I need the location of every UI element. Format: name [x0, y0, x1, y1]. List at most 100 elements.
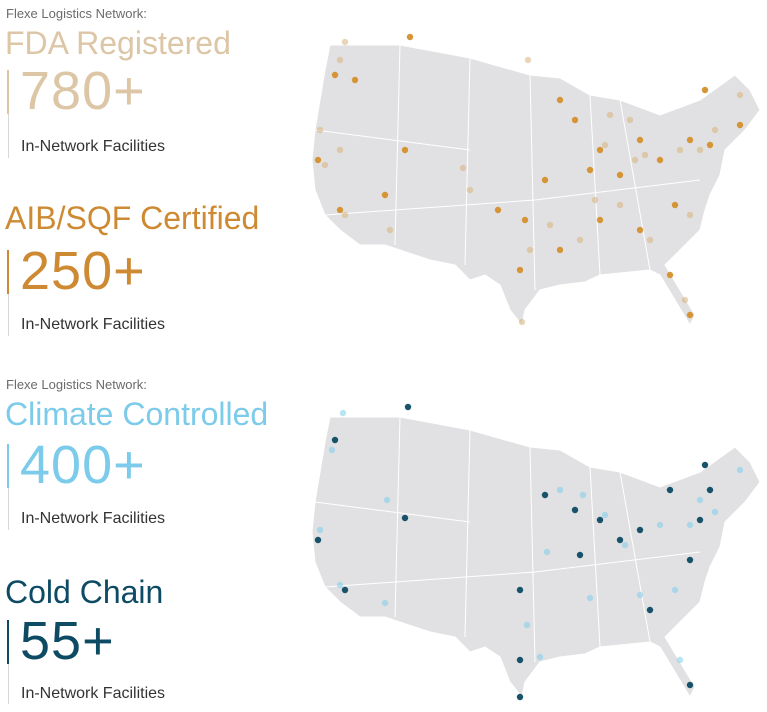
facility-dot	[526, 246, 534, 254]
facility-dot	[556, 246, 564, 254]
facility-dot	[556, 486, 564, 494]
facility-dot	[596, 146, 604, 154]
facility-dot	[331, 71, 339, 79]
facility-dot	[701, 461, 709, 469]
state-border	[589, 94, 601, 276]
facility-dot	[596, 516, 604, 524]
facility-dot	[406, 33, 414, 41]
facility-dot	[314, 156, 322, 164]
country-shape	[311, 416, 761, 699]
facility-dot	[341, 38, 349, 46]
facility-dot	[736, 91, 744, 99]
facility-dot	[681, 296, 689, 304]
us-map	[311, 403, 761, 701]
metric-title: Climate Controlled	[5, 396, 269, 432]
accent-bar	[7, 250, 9, 294]
rule	[8, 664, 9, 704]
facility-dot	[494, 206, 502, 214]
facility-dot	[576, 551, 584, 559]
facility-dot	[541, 491, 549, 499]
facility-dot	[736, 466, 744, 474]
facility-dot	[579, 491, 587, 499]
state-border	[464, 429, 471, 638]
network-label: Flexe Logistics Network:	[6, 377, 147, 392]
facility-dot	[314, 536, 322, 544]
facility-dot	[401, 146, 409, 154]
state-border	[394, 416, 401, 618]
accent-bar	[7, 620, 9, 664]
facility-dot	[656, 521, 664, 529]
facility-dot	[556, 96, 564, 104]
facility-dot	[336, 146, 344, 154]
facility-dot	[616, 171, 624, 179]
state-border	[324, 199, 536, 216]
facility-dot	[386, 226, 394, 234]
metric-caption: In-Network Facilities	[21, 685, 166, 702]
facility-dot	[701, 86, 709, 94]
facility-dot	[696, 496, 704, 504]
facility-dot	[686, 136, 694, 144]
facility-dot	[316, 526, 324, 534]
accent-bar	[7, 444, 9, 488]
facility-dot	[671, 201, 679, 209]
facility-dot	[381, 191, 389, 199]
state-border	[534, 179, 701, 201]
facility-dot	[696, 516, 704, 524]
network-label: Flexe Logistics Network:	[6, 6, 147, 21]
state-border	[589, 466, 601, 648]
metric-title: AIB/SQF Certified	[5, 200, 260, 236]
metric-count: 250+	[20, 241, 146, 301]
facility-dot	[541, 176, 549, 184]
facility-dot	[671, 586, 679, 594]
facility-dot	[401, 514, 409, 522]
accent-bar	[7, 70, 9, 114]
facility-dot	[666, 486, 674, 494]
facility-dot	[586, 594, 594, 602]
facility-dot	[696, 146, 704, 154]
facility-dot	[686, 681, 694, 689]
rule	[8, 488, 9, 530]
state-border	[314, 129, 471, 151]
facility-dot	[676, 146, 684, 154]
facility-dot	[686, 311, 694, 319]
facility-dot	[686, 521, 694, 529]
facility-dot	[571, 116, 579, 124]
facility-dot	[336, 206, 344, 214]
facility-dot	[636, 526, 644, 534]
facility-dot	[596, 216, 604, 224]
facility-dot	[516, 266, 524, 274]
facility-dot	[711, 508, 719, 516]
facility-dot	[631, 156, 639, 164]
rule	[8, 294, 9, 336]
facility-dot	[341, 586, 349, 594]
facility-dot	[536, 653, 544, 661]
facility-dot	[321, 161, 329, 169]
facility-dot	[516, 693, 524, 701]
state-border	[464, 57, 471, 266]
facility-dot	[616, 201, 624, 209]
facility-dot	[676, 656, 684, 664]
facility-dot	[521, 216, 529, 224]
facility-dot	[656, 156, 664, 164]
state-border	[619, 99, 651, 271]
rule	[8, 114, 9, 158]
facility-dot	[383, 496, 391, 504]
facility-dot	[601, 511, 609, 519]
facility-dot	[636, 136, 644, 144]
facility-dot	[706, 141, 714, 149]
state-border	[529, 74, 536, 291]
facility-dot	[328, 446, 336, 454]
facility-dot	[591, 196, 599, 204]
facility-dot	[546, 221, 554, 229]
facility-dot	[459, 164, 467, 172]
facility-dot	[316, 126, 324, 134]
facility-dot	[706, 486, 714, 494]
facility-dot	[601, 141, 609, 149]
facility-dot	[518, 318, 526, 326]
metric-count: 400+	[20, 435, 146, 495]
metric-count: 780+	[20, 61, 146, 121]
us-map	[311, 33, 761, 327]
facility-dot	[381, 599, 389, 607]
facility-dot	[686, 556, 694, 564]
